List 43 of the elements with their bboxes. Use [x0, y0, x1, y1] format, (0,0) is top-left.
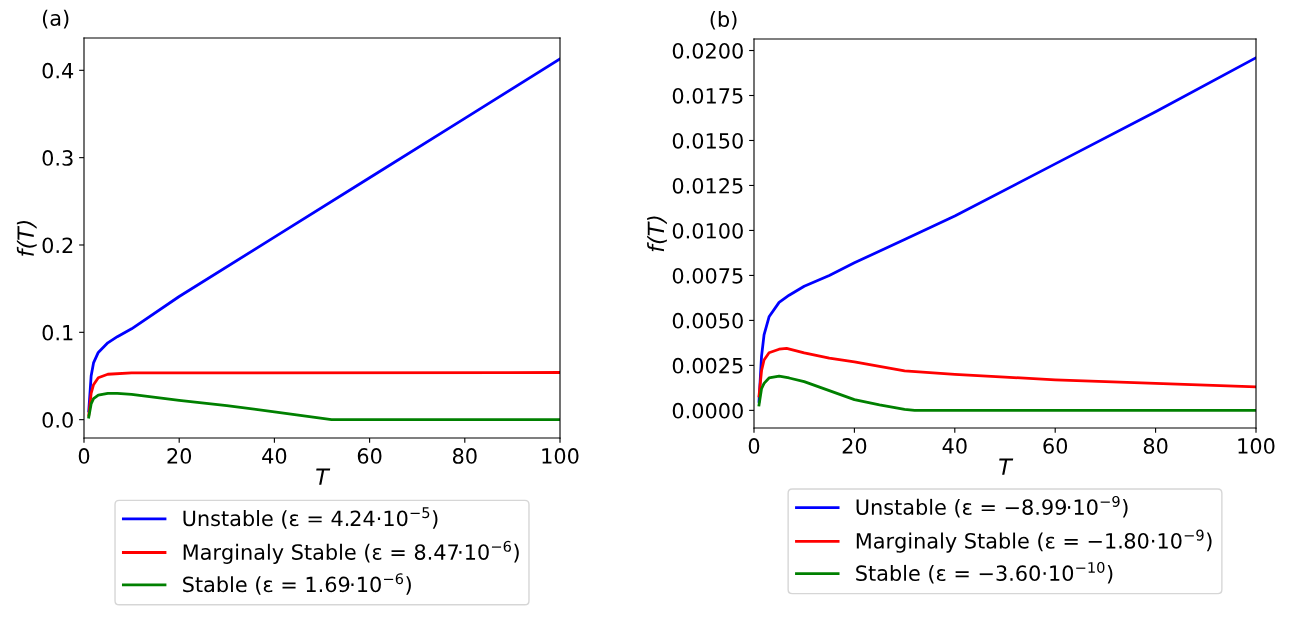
x-tick-label: 40: [942, 438, 967, 454]
x-tick-label: 60: [357, 448, 382, 464]
legend-label: Unstable (ε = 4.24·10$^{−5}$): [183, 507, 438, 529]
x-tick-label: 0: [748, 438, 760, 454]
y-tick-label: 0.0175: [672, 87, 743, 104]
y-tick-label: 0.3: [42, 150, 73, 166]
y-tick-label: 0.0125: [672, 177, 743, 194]
y-tick-label: 0.0025: [672, 357, 743, 374]
y-tick-label: 0.2: [42, 237, 73, 254]
line-series: [87, 391, 560, 422]
y-tick-label: 0.0: [42, 412, 73, 428]
x-tick-label: 100: [1238, 438, 1275, 454]
y-tick-label: 0.0100: [672, 222, 743, 239]
x-tick-label: 80: [1143, 438, 1168, 454]
x-tick-label: 40: [262, 448, 287, 464]
y-axis-title: f(T): [647, 216, 667, 252]
x-tick-label: 20: [842, 438, 867, 454]
x-tick-label: 80: [452, 448, 477, 464]
line-series: [757, 346, 1256, 398]
legend-label: Stable (ε = −3.60·10$^{−10}$): [856, 561, 1113, 584]
line-series: [757, 374, 1256, 412]
chart-title: (b): [710, 10, 737, 30]
x-axis-title: T: [316, 468, 331, 485]
legend-label: Marginaly Stable (ε = 8.47·10$^{−6}$): [183, 540, 519, 564]
x-tick-label: 0: [78, 448, 90, 464]
y-tick-label: 0.1: [42, 324, 73, 341]
legend-label: Marginaly Stable (ε = −1.80·10$^{−9}$): [856, 529, 1212, 553]
y-tick-label: 0.4: [42, 62, 74, 79]
x-tick-label: 100: [542, 448, 579, 464]
x-axis-title: T: [999, 458, 1014, 475]
x-tick-label: 60: [1043, 438, 1068, 454]
x-tick-label: 20: [167, 448, 192, 464]
legend-label: Stable (ε = 1.69·10$^{−6}$): [183, 573, 411, 595]
legend-label: Unstable (ε = −8.99·10$^{−9}$): [856, 495, 1128, 518]
y-tick-label: 0.0150: [672, 132, 743, 149]
y-tick-label: 0.0050: [672, 312, 743, 329]
y-tick-label: 0.0200: [672, 42, 743, 59]
y-tick-label: 0.0000: [672, 402, 743, 419]
line-series: [87, 57, 560, 413]
y-tick-label: 0.0075: [672, 267, 743, 284]
chart-title: (a): [42, 9, 69, 29]
line-series: [87, 371, 560, 417]
y-axis-title: f(T): [16, 220, 37, 256]
